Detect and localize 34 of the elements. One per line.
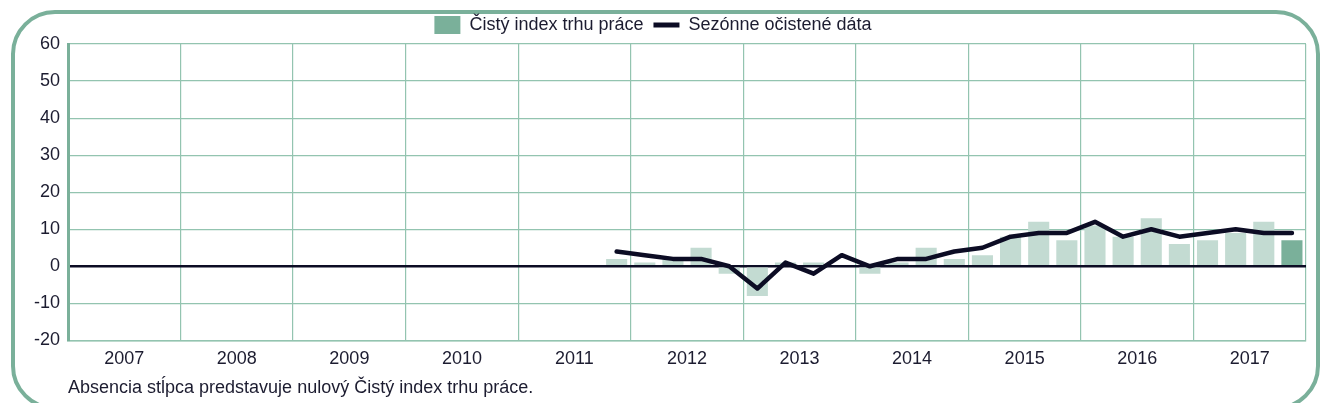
x-tick-label: 2016 <box>1117 348 1158 369</box>
bar <box>1225 232 1247 266</box>
text: Absencia stĺpca predstavuje nulový Čistý index trhu práce. <box>68 376 534 397</box>
y-tick-label: 20 <box>39 181 60 202</box>
bar <box>1056 240 1078 266</box>
x-tick-label: 2017 <box>1229 348 1270 369</box>
bar <box>1168 244 1190 266</box>
x-tick-label: 2013 <box>779 348 820 369</box>
x-tick-label: 2010 <box>441 348 482 369</box>
x-tick-label: 2015 <box>1004 348 1045 369</box>
bar <box>1084 225 1106 266</box>
x-tick-label: 2012 <box>666 348 708 369</box>
y-tick-label: 10 <box>39 218 60 239</box>
legend-label: Sezónne očistené dáta <box>688 13 873 34</box>
y-tick-label: 60 <box>39 32 60 53</box>
x-tick-label: 2007 <box>104 348 145 369</box>
bar <box>971 255 993 266</box>
y-tick-label: 40 <box>39 107 60 128</box>
y-tick-label: 30 <box>39 144 60 165</box>
bar <box>1196 240 1219 266</box>
legend-label: Čistý index trhu práce <box>469 12 644 34</box>
bar <box>859 267 881 274</box>
y-tick-label: 0 <box>49 255 60 276</box>
x-tick-label: 2009 <box>329 348 370 369</box>
bar <box>606 258 628 266</box>
y-tick-label: -20 <box>33 329 60 350</box>
x-tick-label: 2011 <box>555 348 594 369</box>
bar <box>1112 236 1134 266</box>
bar <box>943 258 965 266</box>
x-tick-label: 2014 <box>892 348 933 369</box>
x-tick-label: 2008 <box>216 348 257 369</box>
y-tick-label: -10 <box>33 292 60 313</box>
y-tick-label: 50 <box>39 70 60 91</box>
bar <box>1281 240 1303 266</box>
